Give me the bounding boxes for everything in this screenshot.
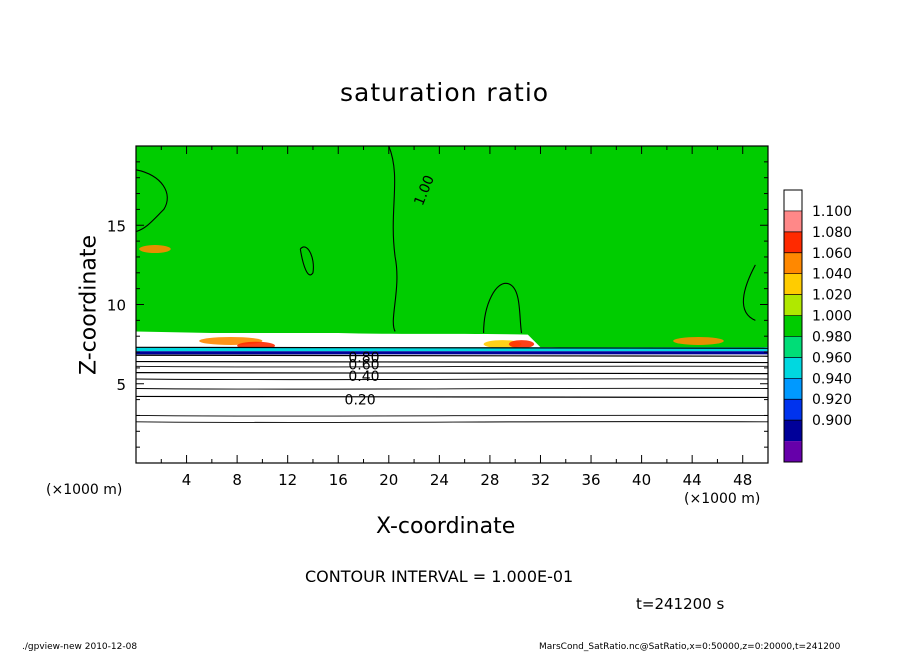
x-tick-label: 16 <box>329 471 348 489</box>
colorbar-label: 1.020 <box>812 288 852 304</box>
contour-line <box>135 346 769 349</box>
contour-line <box>135 395 769 399</box>
colorbar-swatch <box>784 399 802 421</box>
colorbar-label: 0.960 <box>812 350 852 366</box>
contour-label: 0.40 <box>348 369 379 385</box>
x-units-label: (×1000 m) <box>684 491 761 507</box>
x-tick-label: 32 <box>531 471 550 489</box>
supersaturation-patch <box>673 336 724 345</box>
cloud-base-dark-band <box>136 351 768 355</box>
colorbar-swatch <box>784 441 802 462</box>
supersaturation-patch <box>139 245 171 254</box>
contour-line <box>135 365 769 368</box>
supersaturation-patch <box>508 340 535 349</box>
colorbar-swatch <box>784 315 802 337</box>
contour-line <box>135 421 769 423</box>
colorbar-swatch <box>784 273 802 295</box>
y-tick-label: 10 <box>107 297 126 315</box>
contour-line <box>135 354 769 357</box>
colorbar-swatch <box>784 231 802 253</box>
colorbar-swatch <box>784 252 802 274</box>
y-units-label: (×1000 m) <box>46 482 123 498</box>
colorbar-frame <box>783 189 803 463</box>
colorbar-label: 0.920 <box>812 392 852 408</box>
x-tick-label: 48 <box>733 471 752 489</box>
x-tick-label: 4 <box>182 471 192 489</box>
colorbar-swatch <box>784 420 802 442</box>
contour-line <box>388 145 398 332</box>
colorbar-label: 1.100 <box>812 204 852 220</box>
colorbar-swatch <box>784 210 802 232</box>
colorbar-label: 1.080 <box>812 225 852 241</box>
contour-line <box>483 282 523 334</box>
contour-label: 0.20 <box>345 393 376 409</box>
colorbar-label: 0.900 <box>812 413 852 429</box>
colorbar-label: 0.980 <box>812 329 852 345</box>
colorbar-label: 1.040 <box>812 267 852 283</box>
colorbar-swatch <box>784 378 802 400</box>
chart-title: saturation ratio <box>340 78 550 107</box>
colorbar-swatch <box>784 336 802 358</box>
contour-line <box>135 169 168 233</box>
x-tick-label: 40 <box>632 471 651 489</box>
x-axis-label: X-coordinate <box>376 514 516 539</box>
saturated-region <box>136 146 768 349</box>
contour-line <box>135 360 769 364</box>
contour-line <box>742 264 756 321</box>
contour-line <box>135 414 769 417</box>
colorbar-swatch <box>784 294 802 316</box>
contour-interval: CONTOUR INTERVAL = 1.000E-01 <box>305 567 574 586</box>
y-tick-label: 15 <box>107 217 126 235</box>
x-tick-label: 12 <box>278 471 297 489</box>
x-tick-label: 8 <box>232 471 242 489</box>
time-label: t=241200 s <box>636 595 725 613</box>
colorbar-swatch <box>784 357 802 379</box>
contour-line <box>135 387 769 390</box>
colorbar-label: 0.940 <box>812 371 852 387</box>
colorbar-swatch <box>784 190 802 211</box>
x-tick-label: 44 <box>683 471 702 489</box>
contour-label: 0.80 <box>348 350 379 366</box>
footer-left: ./gpview-new 2010-12-08 <box>22 642 138 652</box>
x-tick-label: 20 <box>379 471 398 489</box>
colorbar-label: 1.060 <box>812 246 852 262</box>
contour-line <box>299 246 314 276</box>
footer-right: MarsCond_SatRatio.nc@SatRatio,x=0:50000,… <box>539 642 841 652</box>
colorbar-label: 1.000 <box>812 309 852 325</box>
contour-label: 0.60 <box>348 358 379 374</box>
contour-line <box>135 372 769 375</box>
x-tick-label: 36 <box>581 471 600 489</box>
y-tick-label: 5 <box>116 376 126 394</box>
x-tick-label: 28 <box>480 471 499 489</box>
contour-line <box>135 378 769 381</box>
x-tick-label: 24 <box>430 471 449 489</box>
